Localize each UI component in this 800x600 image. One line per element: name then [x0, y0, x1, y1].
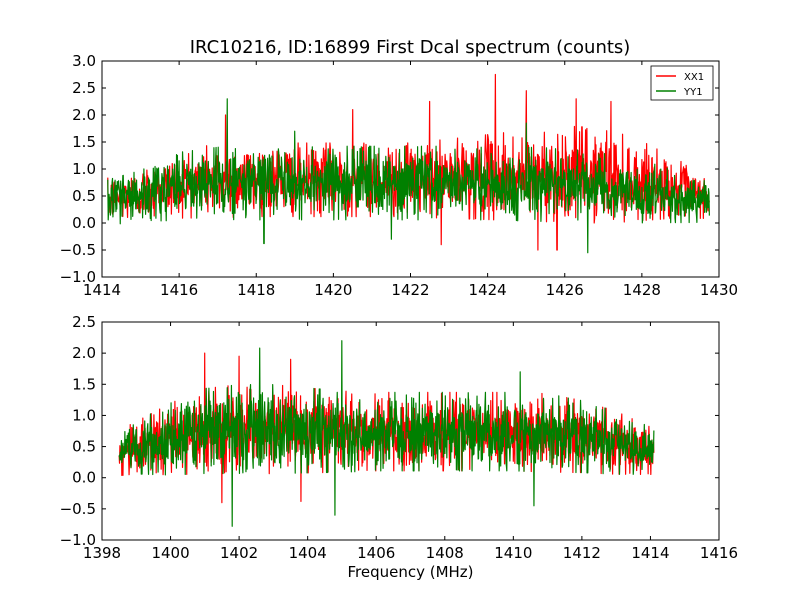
y-tick-label: 1.0 — [72, 406, 96, 424]
y-tick-label: −0.5 — [60, 241, 96, 259]
y-tick-label: 0.0 — [72, 214, 96, 232]
series-line-yy1 — [107, 98, 710, 254]
x-tick-label: 1424 — [469, 281, 507, 299]
x-tick-label: 1400 — [151, 544, 189, 562]
plot-frame — [101, 321, 720, 541]
x-tick-label: 1416 — [700, 544, 738, 562]
x-tick-label: 1428 — [623, 281, 661, 299]
x-tick-label: 1406 — [357, 544, 395, 562]
y-tick-label: 2.5 — [72, 313, 96, 331]
figure-title: IRC10216, ID:16899 First Dcal spectrum (… — [190, 37, 631, 58]
top-panel: 1414 1416 1418 1420 1422 1424 1426 1428 1430 −1.0… — [60, 52, 739, 299]
x-tick-label: 1404 — [289, 544, 327, 562]
y-tick-label: 0.5 — [72, 187, 96, 205]
y-tick-label: −1.0 — [60, 268, 96, 286]
series-line-series-1 — [118, 340, 655, 527]
x-tick-label: 1420 — [314, 281, 352, 299]
bottom-panel: 1398 1400 1402 1404 1406 1408 1410 1412 1414 1416… — [60, 313, 739, 581]
y-tick-label: 1.5 — [72, 375, 96, 393]
x-tick-label: 1412 — [563, 544, 601, 562]
x-tick-label: 1426 — [546, 281, 584, 299]
x-tick-label: 1408 — [426, 544, 464, 562]
x-tick-label: 1418 — [237, 281, 275, 299]
x-tick-label: 1402 — [220, 544, 258, 562]
y-tick-label: −1.0 — [60, 531, 96, 549]
x-tick-label: 1422 — [391, 281, 429, 299]
x-tick-label: 1414 — [631, 544, 669, 562]
legend-box — [650, 65, 714, 101]
y-tick-label: −0.5 — [60, 500, 96, 518]
y-tick-label: 2.0 — [72, 344, 96, 362]
y-tick-label: 2.0 — [72, 106, 96, 124]
legend-label-yy1: YY1 — [683, 87, 703, 98]
x-tick-label: 1398 — [83, 544, 121, 562]
y-tick-label: 2.5 — [72, 79, 96, 97]
x-tick-label: 1410 — [494, 544, 532, 562]
y-tick-label: 0.5 — [72, 438, 96, 456]
y-tick-label: 3.0 — [72, 52, 96, 70]
x-tick-label: 1416 — [160, 281, 198, 299]
y-tick-label: 1.0 — [72, 160, 96, 178]
legend-label-xx1: XX1 — [684, 72, 704, 83]
x-axis-label: Frequency (MHz) — [347, 563, 473, 581]
x-tick-label: 1430 — [700, 281, 738, 299]
y-tick-label: 1.5 — [72, 133, 96, 151]
y-tick-label: 0.0 — [72, 469, 96, 487]
x-tick-label: 1414 — [83, 281, 121, 299]
